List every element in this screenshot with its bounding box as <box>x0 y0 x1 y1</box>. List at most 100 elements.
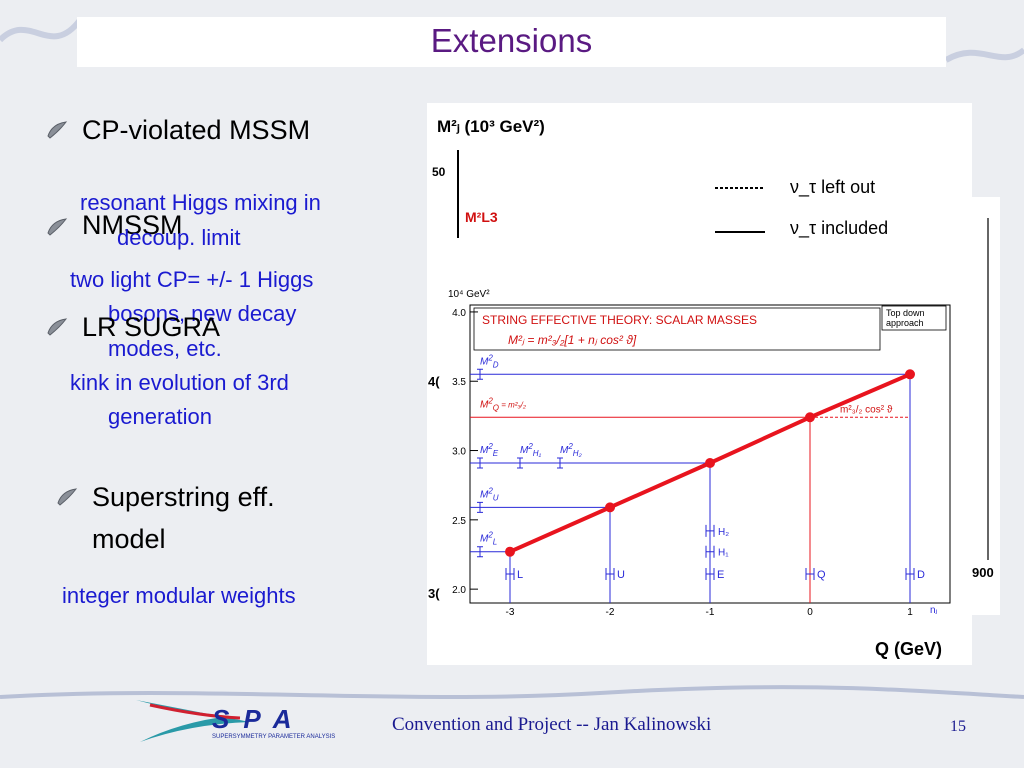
back-tick: 50 <box>432 165 446 179</box>
label-part: D <box>493 360 499 369</box>
data-point <box>905 369 915 380</box>
label-part: 2 <box>487 486 493 495</box>
bullet-icon <box>47 218 68 236</box>
x-tick-label: -1 <box>706 607 715 618</box>
note: Top down <box>886 308 925 318</box>
error-marker <box>477 546 483 558</box>
chart-formula: M²ⱼ = m²₃/₂[1 + nⱼ cos² ϑ] <box>508 333 637 347</box>
bullet-heading: CP-violated MSSM <box>82 115 311 145</box>
data-point <box>805 412 815 423</box>
error-marker <box>477 368 483 380</box>
x-tick-label: -2 <box>606 607 615 618</box>
data-point <box>505 546 515 557</box>
bullet-detail: two light CP= +/- 1 Higgs <box>70 267 314 292</box>
back-curve-label: M²L3 <box>465 209 498 225</box>
label-part: U <box>493 493 499 502</box>
x-tick-label: 0 <box>807 607 813 618</box>
label-part: Q <box>493 403 499 412</box>
error-marker <box>517 457 523 469</box>
label-part: 2 <box>487 531 493 540</box>
error-marker <box>477 501 483 513</box>
label-part: 2 <box>487 353 493 362</box>
bullet-heading: Superstring eff. <box>92 482 275 512</box>
label-part: M <box>520 445 529 456</box>
point-marker <box>805 568 815 580</box>
y-tick-label: 2.0 <box>452 585 466 596</box>
legend-label: ν_τ left out <box>790 177 875 198</box>
label-part: M <box>480 445 489 456</box>
point-marker <box>605 568 615 580</box>
point-marker <box>705 568 715 580</box>
label-part: L <box>493 538 497 547</box>
bullet-detail: modes, etc. <box>108 336 222 361</box>
level-label: M2H₂ <box>560 442 582 458</box>
dashed-label: m²₃/₂ cos² ϑ <box>840 404 893 415</box>
label-part: M <box>480 489 489 500</box>
y-tick-label: 4.0 <box>452 308 466 319</box>
h-marker <box>705 524 715 537</box>
label-part: H₁ <box>533 449 542 458</box>
back-tick: 4( <box>428 374 440 389</box>
data-point <box>705 458 715 469</box>
point-label: L <box>517 569 523 581</box>
x-tick-label: 1 <box>907 607 913 618</box>
bullet-icon <box>47 318 68 336</box>
bullet-heading: model <box>92 524 166 554</box>
logo-swoosh <box>149 703 241 720</box>
slide-title: Extensions <box>77 17 946 67</box>
label-part: H₂ <box>573 449 582 458</box>
x-axis-label: nⱼ <box>930 605 938 616</box>
point-label: D <box>917 569 925 581</box>
y-tick-label: 3.5 <box>452 377 466 388</box>
level-label: M2Q = m²₃/₂ <box>480 396 526 412</box>
h-label: H₁ <box>718 548 729 559</box>
front-figure <box>965 197 1000 615</box>
y-tick-label: 3.0 <box>452 447 466 458</box>
label-part: E <box>493 449 499 458</box>
back-y-label: M²ⱼ (10³ GeV²) <box>437 117 545 136</box>
bullet-detail: decoup. limit <box>117 225 241 250</box>
h-marker <box>705 545 715 558</box>
y-tick-label: 2.5 <box>452 516 466 527</box>
data-point <box>605 502 615 513</box>
bullet-detail: resonant Higgs mixing in <box>80 190 321 215</box>
note: approach <box>886 318 924 328</box>
logo-subtitle: SUPERSYMMETRY PARAMETER ANALYSIS <box>212 734 335 740</box>
label-part: 2 <box>487 442 493 451</box>
bullet-heading: LR SUGRA <box>82 312 221 342</box>
point-marker <box>905 568 915 580</box>
bullet-detail: kink in evolution of 3rd <box>70 370 289 395</box>
bullet-icon <box>57 488 78 506</box>
label-part: 2 <box>487 396 493 405</box>
label-part: 2 <box>527 442 533 451</box>
bullet-icon <box>47 121 68 139</box>
page-number: 15 <box>950 718 966 735</box>
note-box <box>881 305 947 331</box>
logo-swoosh <box>136 700 250 742</box>
back-x-label: Q (GeV) <box>875 639 942 659</box>
level-label: M2D <box>480 353 499 369</box>
front-figure <box>440 238 965 615</box>
chart-title: STRING EFFECTIVE THEORY: SCALAR MASSES <box>482 313 757 327</box>
label-part: M <box>560 445 569 456</box>
label-part: = m²₃/₂ <box>499 400 526 409</box>
bullet-detail: integer modular weights <box>62 583 296 608</box>
title-box <box>473 307 881 351</box>
point-marker <box>505 568 515 580</box>
bullet-heading: NMSSM <box>82 210 183 240</box>
x-tick-label: -3 <box>506 607 515 618</box>
level-label: M2E <box>480 442 499 458</box>
point-label: U <box>617 569 625 581</box>
point-label: Q <box>817 569 826 581</box>
error-marker <box>477 457 483 469</box>
level-label: M2L <box>480 531 497 547</box>
footer-text: Convention and Project -- Jan Kalinowski <box>392 714 712 735</box>
y-unit: 10⁴ GeV² <box>448 289 490 300</box>
level-label: M2H₁ <box>520 442 542 458</box>
label-part: M <box>480 534 489 545</box>
decor <box>0 18 1024 699</box>
bullet-detail: bosons, new decay <box>108 301 297 326</box>
back-tick: 900 <box>972 565 994 580</box>
